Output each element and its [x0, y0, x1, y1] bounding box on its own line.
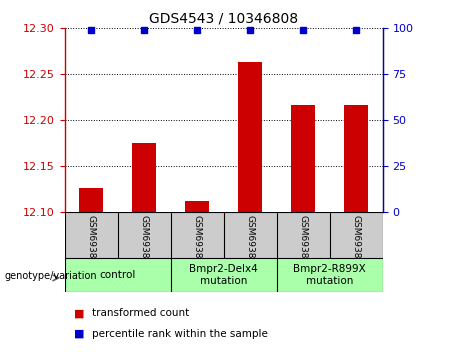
Text: GSM693828: GSM693828: [246, 215, 254, 270]
Title: GDS4543 / 10346808: GDS4543 / 10346808: [149, 12, 298, 26]
Bar: [238, 62, 262, 212]
Bar: [79, 188, 103, 212]
Bar: [344, 105, 368, 212]
Text: genotype/variation: genotype/variation: [5, 271, 97, 281]
Text: GSM693827: GSM693827: [193, 215, 201, 270]
Text: Bmpr2-Delx4
mutation: Bmpr2-Delx4 mutation: [189, 264, 258, 286]
Text: percentile rank within the sample: percentile rank within the sample: [92, 329, 268, 339]
Text: GSM693826: GSM693826: [140, 215, 148, 270]
Text: GSM693830: GSM693830: [352, 215, 361, 270]
Bar: [132, 143, 156, 212]
Text: GSM693825: GSM693825: [87, 215, 95, 270]
Bar: [291, 105, 315, 212]
Text: ■: ■: [74, 329, 84, 339]
Text: transformed count: transformed count: [92, 308, 189, 318]
Text: GSM693829: GSM693829: [299, 215, 307, 270]
Text: ■: ■: [74, 308, 84, 318]
Bar: [185, 201, 209, 212]
Text: Bmpr2-R899X
mutation: Bmpr2-R899X mutation: [293, 264, 366, 286]
Text: control: control: [100, 270, 136, 280]
